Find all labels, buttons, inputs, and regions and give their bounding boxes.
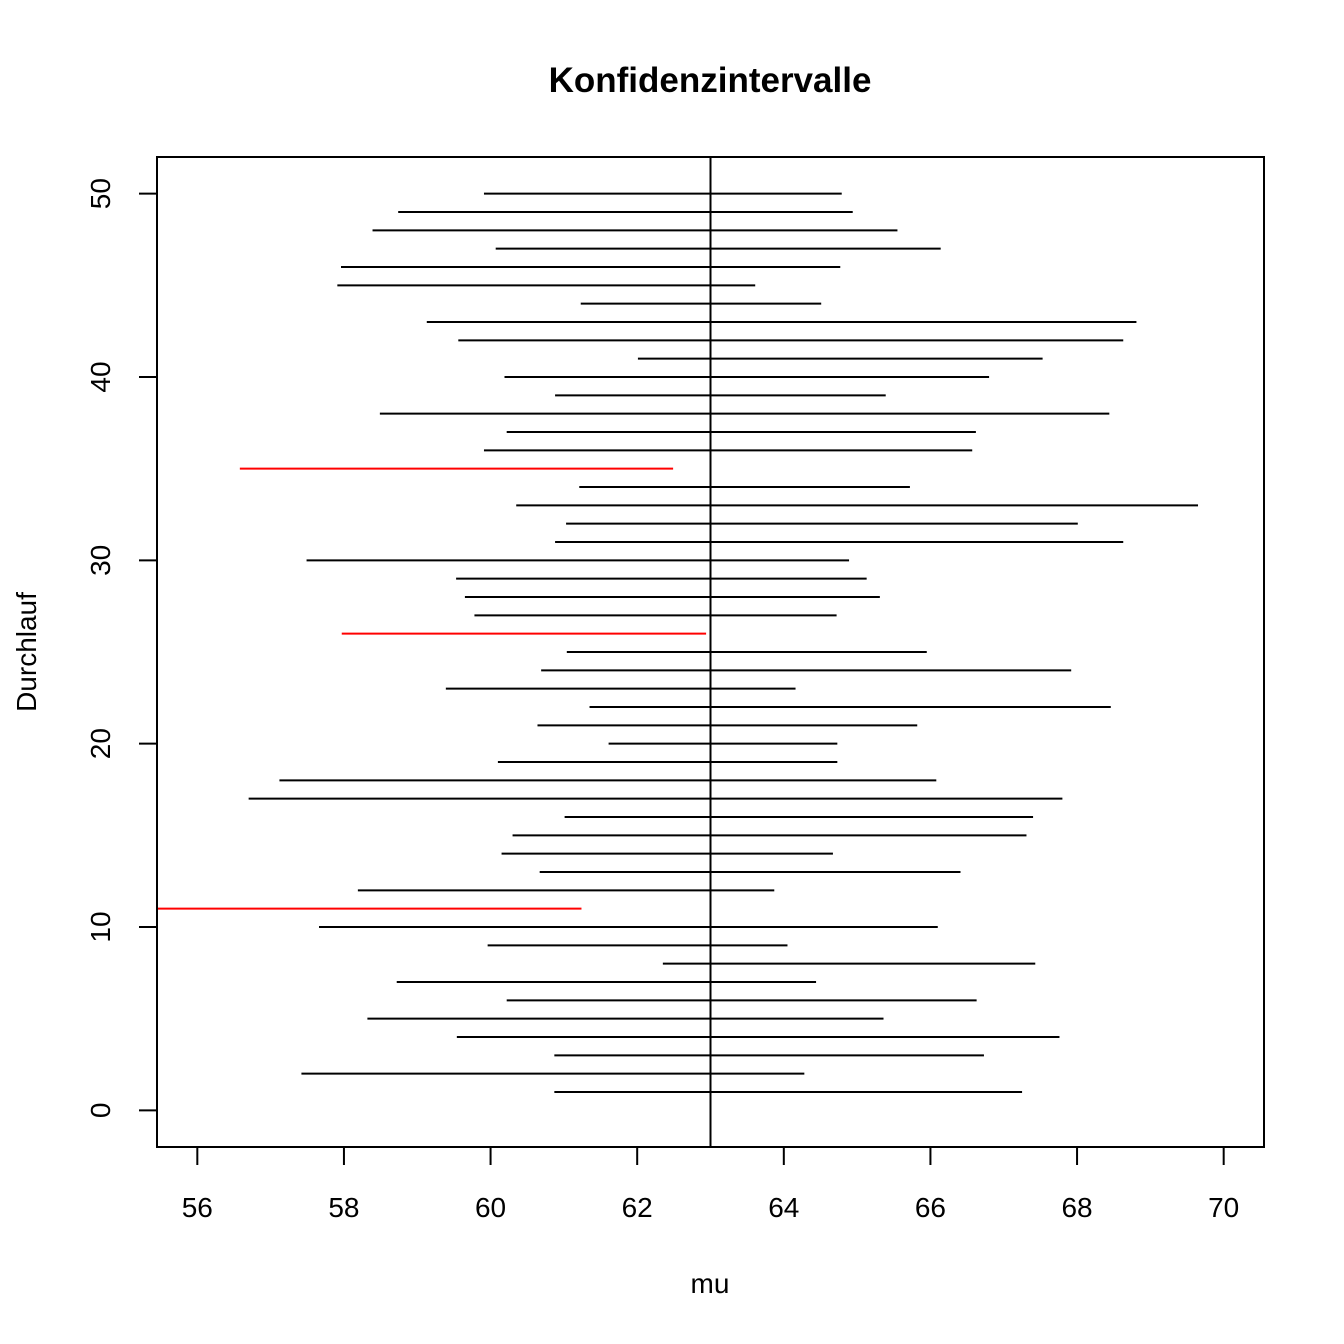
- y-axis: 0 10 20 30 40 50: [85, 178, 158, 1119]
- y-tick-label: 30: [85, 545, 116, 576]
- chart-title: Konfidenzintervalle: [549, 61, 872, 100]
- x-tick-label: 60: [475, 1192, 506, 1223]
- y-tick-label: 40: [85, 361, 116, 392]
- x-tick-label: 70: [1208, 1192, 1239, 1223]
- y-tick-label: 50: [85, 178, 116, 209]
- interval-segments: [157, 192, 1199, 1093]
- x-tick-label: 58: [328, 1192, 359, 1223]
- y-axis-label: Durchlauf: [11, 592, 42, 712]
- x-tick-label: 66: [915, 1192, 946, 1223]
- y-tick-label: 20: [85, 728, 116, 759]
- x-tick-label: 64: [768, 1192, 799, 1223]
- x-axis-label: mu: [691, 1268, 730, 1299]
- x-tick-label: 68: [1061, 1192, 1092, 1223]
- x-axis: 56 58 60 62 64 66 68 70: [182, 1146, 1239, 1223]
- y-tick-label: 0: [85, 1103, 116, 1119]
- x-tick-label: 56: [182, 1192, 213, 1223]
- x-tick-label: 62: [622, 1192, 653, 1223]
- y-tick-label: 10: [85, 911, 116, 942]
